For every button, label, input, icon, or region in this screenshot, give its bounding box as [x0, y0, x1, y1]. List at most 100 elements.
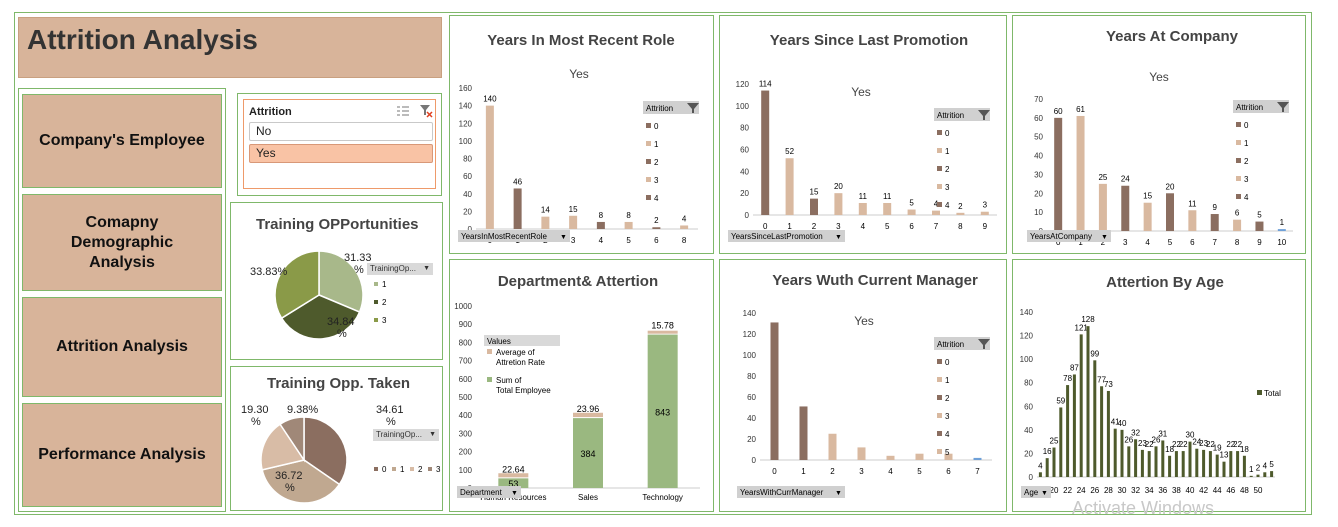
y-tick-label: 0	[468, 225, 473, 234]
bar	[680, 225, 689, 229]
training-opp-field-label: TrainingOp...	[370, 264, 416, 273]
pie-slice	[280, 294, 361, 340]
pie-label-line: %	[386, 416, 396, 428]
bar	[1147, 451, 1151, 477]
legend-entry: 1	[945, 147, 950, 156]
multi-select-icon[interactable]	[396, 105, 410, 117]
nav-performance-analysis[interactable]: Performance Analysis	[22, 403, 222, 507]
legend-swatch	[374, 318, 378, 322]
y-tick-label: 20	[1024, 449, 1033, 458]
y-tick-label: 100	[743, 351, 757, 360]
data-label: 52	[785, 147, 794, 156]
dropdown-arrow-icon: ▼	[835, 234, 842, 241]
legend-swatch	[1236, 176, 1241, 181]
x-tick-label: 4	[599, 236, 604, 245]
x-tick-label: 26	[1090, 486, 1099, 495]
bar	[1066, 385, 1070, 477]
training-opp-title: Training OPPortunities	[256, 216, 419, 233]
activation-watermark: Activate Windows	[1072, 498, 1215, 518]
bar	[1098, 183, 1107, 231]
field-label: YearsInMostRecentRole	[461, 232, 548, 241]
field-label: YearsSinceLastPromotion	[731, 232, 823, 241]
bar	[828, 433, 837, 460]
bar	[1154, 446, 1158, 477]
field-label: YearsAtCompany	[1030, 232, 1092, 241]
pie-label: 34.61%	[376, 404, 404, 428]
legend-entry: Total	[1264, 389, 1281, 398]
bar	[1222, 461, 1226, 477]
bar	[1120, 429, 1124, 477]
clear-filter-icon[interactable]	[419, 104, 433, 118]
legend-entry: 2	[382, 298, 387, 307]
data-label: 22.64	[502, 464, 525, 474]
bar	[541, 216, 550, 229]
data-label: 23	[1138, 439, 1147, 448]
title-banner: Attrition Analysis	[18, 17, 442, 78]
training-taken-field-button[interactable]: TrainingOp... ▼	[373, 429, 439, 441]
bar	[761, 90, 770, 215]
training-opp-field-button[interactable]: TrainingOp... ▼	[367, 263, 433, 275]
pie-label-line: 34.61	[376, 404, 404, 416]
x-tick-label: 3	[571, 236, 576, 245]
nav-companys-employee[interactable]: Company's Employee	[22, 94, 222, 188]
bar-attrition-rate	[498, 473, 529, 478]
data-label: 22	[1145, 440, 1154, 449]
nav-attrition-analysis[interactable]: Attrition Analysis	[22, 297, 222, 397]
data-label: 15	[1143, 192, 1152, 201]
dashboard-frame	[14, 12, 1312, 515]
legend-swatch	[392, 467, 396, 471]
data-label: 26	[1152, 435, 1161, 444]
bar	[1256, 474, 1260, 477]
bar	[1188, 210, 1197, 231]
pie-label-line: 19.30	[241, 404, 269, 416]
pie-label-line: %	[354, 264, 364, 276]
chart-title: Years Since Last Promotion	[770, 32, 968, 49]
legend-swatch	[428, 467, 432, 471]
bar	[1166, 193, 1174, 231]
legend-entry: 1	[945, 376, 950, 385]
data-label: 24	[1121, 175, 1130, 184]
data-label: 22	[1206, 440, 1215, 449]
x-tick-label: 32	[1131, 486, 1140, 495]
legend-title: Attrition	[937, 111, 964, 120]
bar	[1121, 185, 1130, 231]
nav-panel	[18, 88, 226, 512]
years-at-company-panel: Years At CompanyYes010203040506070600611…	[1012, 15, 1306, 254]
field-button	[728, 230, 845, 242]
x-tick-label: 6	[654, 236, 659, 245]
data-label: 26	[1124, 435, 1133, 444]
x-tick-label: 38	[1172, 486, 1181, 495]
data-label: 16	[1043, 447, 1052, 456]
x-tick-label: 48	[1240, 486, 1249, 495]
bar	[1229, 451, 1233, 477]
x-tick-label: 3	[836, 222, 841, 231]
slicer-option-no[interactable]: No	[249, 122, 433, 141]
nav-demographic-analysis[interactable]: Comapny Demographic Analysis	[22, 194, 222, 291]
data-label: 14	[541, 206, 550, 215]
y-tick-label: 0	[752, 456, 757, 465]
y-tick-label: 40	[463, 190, 472, 199]
pie-label: 19.30%	[241, 404, 269, 428]
data-label: 1	[1280, 218, 1285, 227]
pie-label: 33.83%	[250, 266, 288, 278]
bar	[915, 453, 924, 460]
legend-entry: 4	[945, 430, 950, 439]
legend-swatch	[646, 177, 651, 182]
data-label: 2	[1256, 464, 1261, 473]
pie-slice	[303, 416, 348, 486]
x-tick-label: 24	[1077, 486, 1086, 495]
x-tick-label: 42	[1199, 486, 1208, 495]
x-tick-label: 30	[1118, 486, 1127, 495]
bar	[1215, 454, 1219, 477]
y-tick-label: 20	[1034, 189, 1043, 198]
attrition-slicer: Attrition No Yes	[237, 93, 442, 196]
chart-subtitle: Yes	[851, 85, 871, 99]
slicer-option-yes[interactable]: Yes	[249, 144, 433, 163]
training-taken-field-label: TrainingOp...	[376, 430, 422, 439]
data-label: 20	[834, 182, 843, 191]
x-tick-label: 40	[1186, 486, 1195, 495]
legend-line: Attretion Rate	[496, 358, 545, 367]
x-tick-label: 4	[861, 222, 866, 231]
x-tick-label: 9	[1257, 238, 1262, 247]
legend-header	[934, 337, 990, 350]
